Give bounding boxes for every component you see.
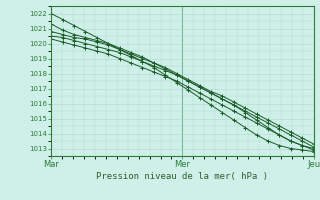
X-axis label: Pression niveau de la mer( hPa ): Pression niveau de la mer( hPa )	[96, 172, 268, 181]
